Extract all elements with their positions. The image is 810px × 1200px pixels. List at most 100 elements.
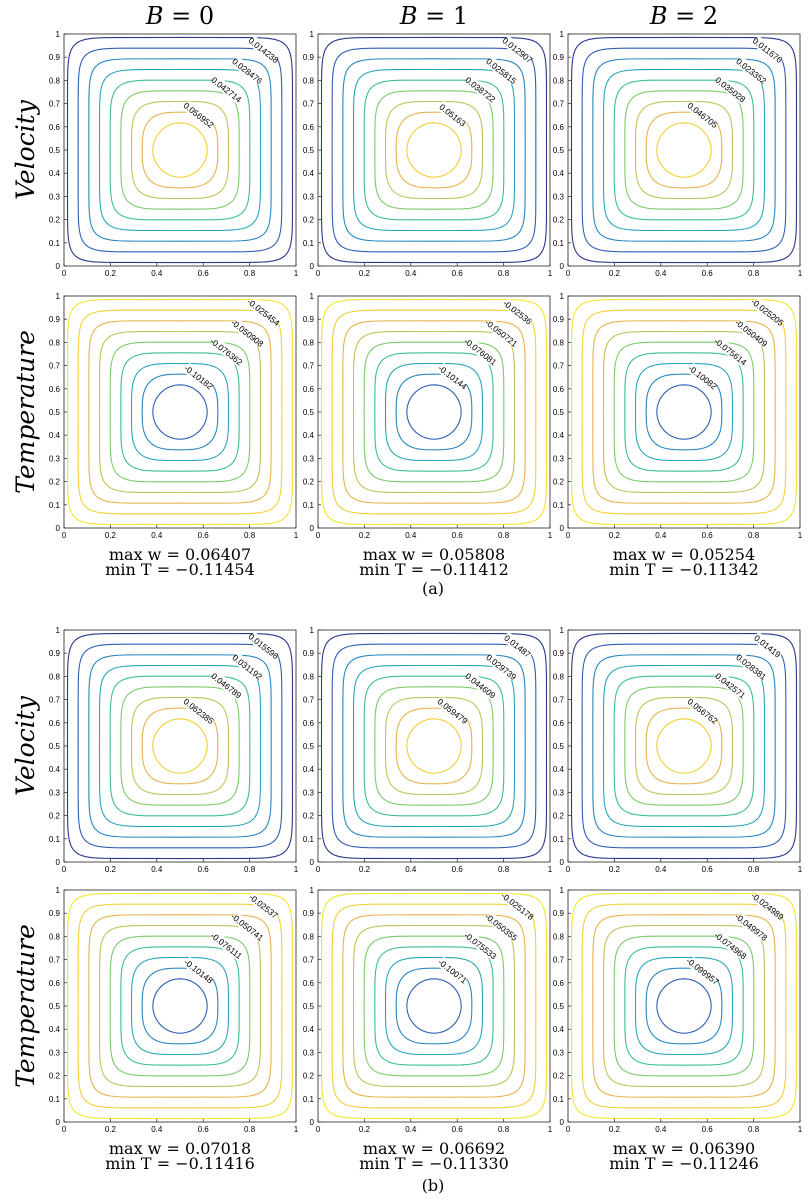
contour-label-bg [735, 652, 768, 681]
panel-frame [567, 629, 801, 863]
y-tick-label: 0.3 [303, 192, 315, 201]
panel-frame [317, 295, 551, 529]
caption-max-w: max w = 0.05808 [363, 545, 505, 564]
y-tick-label: 0.9 [49, 53, 61, 62]
contour-label-bg [714, 75, 747, 104]
y-tick-label: 0.5 [553, 146, 565, 155]
x-tick-label: 0.2 [359, 865, 371, 874]
panel-frame [567, 889, 801, 1123]
row-label: Temperature [11, 330, 40, 494]
y-tick-label: 0.1 [303, 835, 315, 844]
x-tick-label: 1 [294, 531, 299, 540]
panel-frame [567, 295, 801, 529]
x-tick-label: 0 [316, 269, 321, 278]
contour-line [66, 36, 294, 264]
y-tick-label: 0.3 [303, 788, 315, 797]
x-tick-label: 0.8 [498, 865, 510, 874]
x-tick-label: 0.6 [702, 531, 714, 540]
x-tick-label: 0.4 [655, 1125, 667, 1134]
x-tick-label: 0.8 [748, 865, 760, 874]
y-tick-label: 0.5 [303, 742, 315, 751]
x-tick-label: 0 [566, 865, 571, 874]
x-tick-label: 0.6 [702, 1125, 714, 1134]
contour-line [656, 122, 712, 178]
x-tick-label: 0.6 [702, 865, 714, 874]
caption-max-w: max w = 0.06407 [109, 545, 251, 564]
y-tick-label: 0.1 [553, 1095, 565, 1104]
panel-frame [317, 33, 551, 267]
x-tick-label: 0.6 [452, 865, 464, 874]
contour-label-bg [485, 318, 518, 347]
column-header: B = 1 [399, 2, 468, 30]
y-tick-label: 0.3 [303, 454, 315, 463]
y-tick-label: 0.5 [49, 742, 61, 751]
x-tick-label: 0.4 [655, 865, 667, 874]
contour-label-bg [714, 931, 747, 960]
y-tick-label: 0 [310, 262, 315, 271]
contour-line [656, 718, 712, 774]
y-tick-label: 0.7 [49, 696, 61, 705]
y-tick-label: 0.3 [49, 454, 61, 463]
contour-label-bg [485, 56, 518, 85]
y-tick-label: 1 [56, 626, 61, 635]
y-tick-label: 0.5 [49, 146, 61, 155]
y-tick-label: 0.4 [553, 1025, 565, 1034]
x-tick-label: 0.2 [359, 269, 371, 278]
y-tick-label: 0.7 [49, 362, 61, 371]
y-tick-label: 0 [56, 858, 61, 867]
y-tick-label: 0 [560, 524, 565, 533]
contour-line [384, 956, 484, 1056]
y-tick-label: 0.2 [553, 216, 565, 225]
x-tick-label: 0.8 [498, 269, 510, 278]
x-tick-label: 0.6 [198, 269, 210, 278]
contour-line [66, 632, 294, 860]
contour-line [406, 978, 462, 1034]
y-tick-label: 0.4 [553, 169, 565, 178]
x-tick-label: 0.8 [244, 1125, 256, 1134]
contour-line [363, 79, 505, 221]
y-tick-label: 0.4 [49, 765, 61, 774]
y-tick-label: 1 [310, 30, 315, 39]
contour-label-bg [751, 35, 784, 65]
contour-label-bg [714, 671, 747, 700]
panel-frame [317, 889, 551, 1123]
x-tick-label: 0.4 [151, 531, 163, 540]
contour-line [342, 320, 526, 504]
contour-line [592, 58, 776, 242]
x-tick-label: 1 [798, 1125, 803, 1134]
contour-label-bg [247, 631, 280, 661]
y-tick-label: 1 [56, 292, 61, 301]
y-tick-label: 0.7 [49, 956, 61, 965]
contour-label-bg [464, 671, 497, 700]
y-tick-label: 0.1 [49, 239, 61, 248]
y-tick-label: 0 [56, 524, 61, 533]
y-tick-label: 0.9 [553, 649, 565, 658]
y-tick-label: 0.2 [49, 478, 61, 487]
contour-line [66, 298, 294, 526]
contour-label-bg [464, 75, 497, 104]
y-tick-label: 0.2 [553, 478, 565, 487]
y-tick-label: 0.7 [303, 696, 315, 705]
x-tick-label: 1 [294, 1125, 299, 1134]
y-tick-label: 0.8 [303, 338, 315, 347]
y-tick-label: 1 [560, 30, 565, 39]
contour-line [109, 341, 251, 483]
x-tick-label: 0 [62, 865, 67, 874]
contour-label-bg [436, 696, 469, 725]
y-tick-label: 0.1 [49, 501, 61, 510]
y-tick-label: 0.5 [49, 408, 61, 417]
x-tick-label: 0.4 [151, 865, 163, 874]
y-tick-label: 0.5 [303, 408, 315, 417]
y-tick-label: 0.7 [553, 362, 565, 371]
y-tick-label: 0.6 [303, 719, 315, 728]
x-tick-label: 0.8 [498, 531, 510, 540]
contour-line [88, 654, 272, 838]
x-tick-label: 0 [566, 269, 571, 278]
x-tick-label: 0.4 [655, 531, 667, 540]
x-tick-label: 0.8 [748, 531, 760, 540]
contour-label-bg [182, 696, 215, 725]
x-tick-label: 0.2 [105, 269, 117, 278]
